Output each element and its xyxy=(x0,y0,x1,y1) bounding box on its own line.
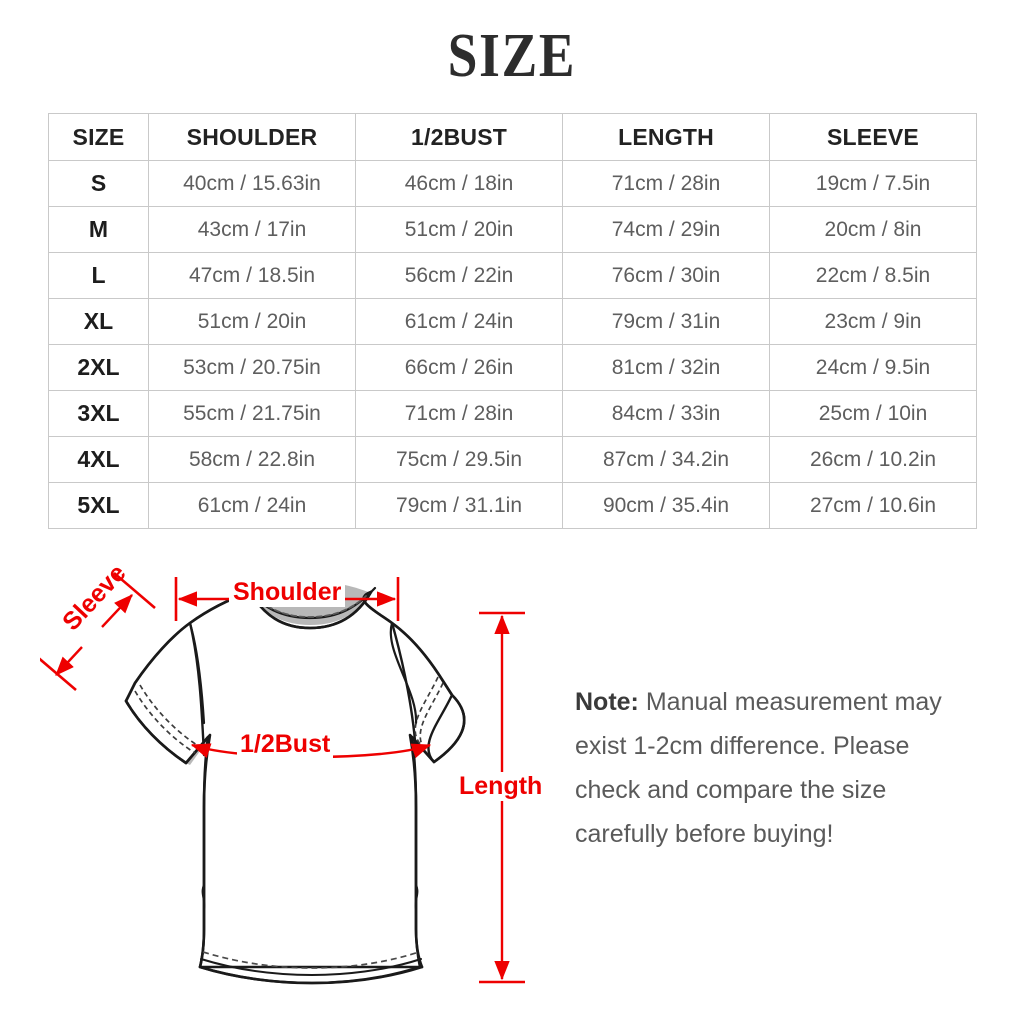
cell-size: 5XL xyxy=(48,482,149,529)
right-shoulder-seam xyxy=(389,621,418,725)
cell-shoulder: 53cm / 20.75in xyxy=(148,344,356,391)
label-length: Length xyxy=(456,772,546,801)
bottom-hem-stitch xyxy=(202,951,420,969)
note-label: Note: xyxy=(575,688,639,716)
cell-size: M xyxy=(48,206,149,253)
page-title: SIZE xyxy=(447,22,577,90)
cell-sleeve: 19cm / 7.5in xyxy=(769,160,977,207)
cell-size: S xyxy=(48,160,149,207)
cell-length: 87cm / 34.2in xyxy=(562,436,770,483)
cell-sleeve: 23cm / 9in xyxy=(769,298,977,345)
cell-bust: 56cm / 22in xyxy=(355,252,563,299)
bottom-hem-outer xyxy=(198,965,424,985)
cell-size: 4XL xyxy=(48,436,149,483)
cell-shoulder: 61cm / 24in xyxy=(148,482,356,529)
left-armhole-seam xyxy=(188,621,206,757)
cell-bust: 66cm / 26in xyxy=(355,344,563,391)
sleeve-arrow-lower xyxy=(55,646,83,676)
sleeve-arrow-upper xyxy=(101,594,133,628)
table-header-row: SIZE SHOULDER 1/2BUST LENGTH SLEEVE xyxy=(48,113,977,161)
cell-sleeve: 27cm / 10.6in xyxy=(769,482,977,529)
cell-length: 79cm / 31in xyxy=(562,298,770,345)
cell-length: 71cm / 28in xyxy=(562,160,770,207)
table-row: M 43cm / 17in 51cm / 20in 74cm / 29in 20… xyxy=(48,206,977,253)
left-cuff-stitch-2 xyxy=(139,684,201,748)
table-row: 5XL 61cm / 24in 79cm / 31.1in 90cm / 35.… xyxy=(48,482,977,529)
cell-shoulder: 47cm / 18.5in xyxy=(148,252,356,299)
right-armhole-seam xyxy=(390,621,418,757)
cell-sleeve: 20cm / 8in xyxy=(769,206,977,253)
column-header-size: SIZE xyxy=(48,113,149,161)
cell-sleeve: 26cm / 10.2in xyxy=(769,436,977,483)
sleeve-tick-upper xyxy=(113,572,156,609)
cell-shoulder: 43cm / 17in xyxy=(148,206,356,253)
label-bust: 1/2Bust xyxy=(237,730,334,759)
cell-sleeve: 25cm / 10in xyxy=(769,390,977,437)
table-row: 4XL 58cm / 22.8in 75cm / 29.5in 87cm / 3… xyxy=(48,436,977,483)
left-cuff-edge xyxy=(124,699,188,765)
table-row: 3XL 55cm / 21.75in 71cm / 28in 84cm / 33… xyxy=(48,390,977,437)
cell-bust: 46cm / 18in xyxy=(355,160,563,207)
right-cuff-stitch-2 xyxy=(414,676,439,746)
cell-length: 76cm / 30in xyxy=(562,252,770,299)
right-cuff-stitch-1 xyxy=(419,682,444,752)
left-cuff-stitch-1 xyxy=(134,690,196,754)
cell-size: 3XL xyxy=(48,390,149,437)
collar-outline xyxy=(248,590,373,630)
note-text: Manual measurement may exist 1-2cm diffe… xyxy=(575,688,942,848)
cell-shoulder: 58cm / 22.8in xyxy=(148,436,356,483)
cell-size: XL xyxy=(48,298,149,345)
cell-bust: 51cm / 20in xyxy=(355,206,563,253)
cell-sleeve: 22cm / 8.5in xyxy=(769,252,977,299)
cell-size: 2XL xyxy=(48,344,149,391)
cell-length: 84cm / 33in xyxy=(562,390,770,437)
label-shoulder: Shoulder xyxy=(229,578,346,607)
cell-length: 90cm / 35.4in xyxy=(562,482,770,529)
column-header-sleeve: SLEEVE xyxy=(769,113,977,161)
table-row: XL 51cm / 20in 61cm / 24in 79cm / 31in 2… xyxy=(48,298,977,345)
measurement-diagram: Shoulder Sleeve 1/2Bust Length xyxy=(0,545,1024,1024)
bottom-hem-inner xyxy=(200,958,422,977)
cell-size: L xyxy=(48,252,149,299)
left-side-notch xyxy=(201,884,206,910)
size-chart-table: SIZE SHOULDER 1/2BUST LENGTH SLEEVE S 40… xyxy=(48,113,977,529)
cell-shoulder: 55cm / 21.75in xyxy=(148,390,356,437)
table-row: 2XL 53cm / 20.75in 66cm / 26in 81cm / 32… xyxy=(48,344,977,391)
column-header-bust: 1/2BUST xyxy=(355,113,563,161)
table-row: S 40cm / 15.63in 46cm / 18in 71cm / 28in… xyxy=(48,160,977,207)
column-header-shoulder: SHOULDER xyxy=(148,113,356,161)
cell-bust: 71cm / 28in xyxy=(355,390,563,437)
right-side-notch xyxy=(414,884,419,910)
cell-bust: 75cm / 29.5in xyxy=(355,436,563,483)
cell-length: 81cm / 32in xyxy=(562,344,770,391)
cell-sleeve: 24cm / 9.5in xyxy=(769,344,977,391)
note-block: Note: Manual measurement may exist 1-2cm… xyxy=(575,680,980,856)
cell-bust: 61cm / 24in xyxy=(355,298,563,345)
cell-bust: 79cm / 31.1in xyxy=(355,482,563,529)
cell-shoulder: 51cm / 20in xyxy=(148,298,356,345)
column-header-length: LENGTH xyxy=(562,113,770,161)
tshirt-body-outline xyxy=(124,590,466,985)
cell-shoulder: 40cm / 15.63in xyxy=(148,160,356,207)
cell-length: 74cm / 29in xyxy=(562,206,770,253)
table-row: L 47cm / 18.5in 56cm / 22in 76cm / 30in … xyxy=(48,252,977,299)
